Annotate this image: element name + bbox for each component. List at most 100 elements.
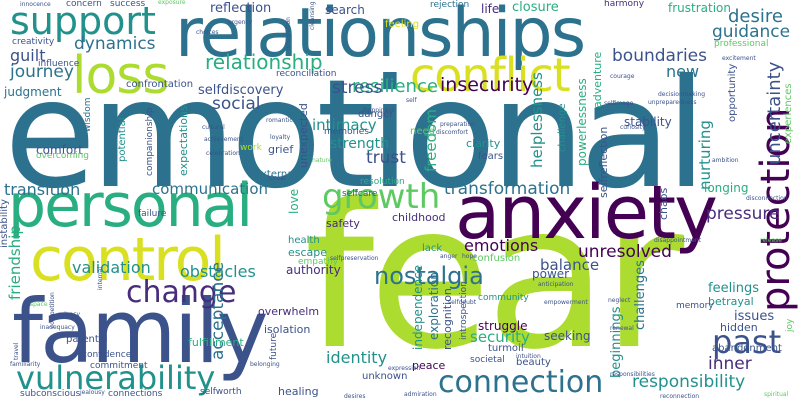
word: companionship bbox=[145, 107, 155, 176]
word: vulnerability bbox=[16, 359, 216, 397]
word: childhood bbox=[392, 211, 446, 224]
word: issues bbox=[734, 309, 775, 324]
word: social bbox=[212, 94, 261, 114]
word: friendship bbox=[6, 225, 24, 300]
word: identity bbox=[326, 348, 388, 367]
word: anxiety bbox=[455, 170, 718, 256]
word: parental bbox=[66, 334, 108, 345]
word: lack bbox=[422, 243, 443, 254]
word: instability bbox=[0, 199, 10, 248]
word: threat bbox=[268, 175, 287, 182]
word: cultural bbox=[202, 124, 225, 131]
word: nurturing bbox=[696, 120, 714, 190]
word: cleansing bbox=[309, 1, 316, 30]
word: intuition bbox=[516, 353, 541, 360]
word: authority bbox=[286, 263, 341, 277]
word: jealousy bbox=[80, 389, 105, 396]
word: travel bbox=[13, 342, 20, 360]
word: wisdom bbox=[83, 97, 93, 132]
word: competition bbox=[49, 292, 56, 328]
word: uncertainty bbox=[764, 61, 785, 165]
word: urgency bbox=[228, 19, 253, 26]
word: search bbox=[325, 3, 365, 17]
word: reconciliation bbox=[276, 69, 337, 79]
word: creativity bbox=[12, 37, 55, 47]
word: unexpected bbox=[297, 103, 310, 168]
word: inadequacy bbox=[40, 324, 75, 331]
word: desire bbox=[728, 6, 783, 27]
word: journey bbox=[10, 62, 74, 82]
word: community bbox=[478, 293, 529, 303]
word: pressure bbox=[706, 204, 780, 224]
word: peace bbox=[412, 359, 446, 372]
word: achievement bbox=[204, 136, 244, 143]
word: release bbox=[760, 237, 782, 244]
word: beginnings bbox=[609, 306, 624, 378]
word: connection bbox=[438, 365, 604, 400]
word: integration bbox=[285, 17, 292, 50]
word: adventure bbox=[591, 51, 604, 108]
word: insecurity bbox=[440, 74, 534, 96]
word: reconnection bbox=[660, 393, 700, 400]
word: past bbox=[712, 323, 782, 361]
word: expectations bbox=[177, 105, 190, 176]
word: selfreflection bbox=[597, 126, 610, 198]
word: overcoming bbox=[36, 151, 90, 161]
word: introspection bbox=[459, 281, 469, 340]
word: failure bbox=[138, 209, 167, 219]
word: empowerment bbox=[544, 299, 588, 306]
word: ambition bbox=[712, 157, 739, 164]
word: grief bbox=[268, 143, 294, 156]
word: choices bbox=[196, 29, 219, 36]
word: comfort bbox=[36, 143, 83, 157]
word: growth bbox=[322, 177, 441, 217]
word: life bbox=[481, 2, 500, 16]
word: trust bbox=[366, 148, 406, 168]
word: guilt bbox=[10, 46, 46, 65]
word: romantic bbox=[266, 117, 293, 124]
word: danger bbox=[358, 109, 394, 120]
word: healing bbox=[278, 385, 319, 398]
word: disconnection bbox=[746, 195, 788, 202]
word: exposure bbox=[158, 0, 186, 6]
word: hidden bbox=[720, 321, 758, 334]
word: freedom bbox=[422, 109, 440, 172]
word: excitement bbox=[722, 55, 756, 62]
word: selfpreservation bbox=[330, 255, 379, 262]
word: nostalgia bbox=[374, 262, 484, 290]
word: concern bbox=[66, 0, 102, 9]
word: renewal bbox=[610, 325, 634, 332]
word: turmoil bbox=[488, 343, 524, 354]
word: frustration bbox=[668, 1, 731, 15]
word: change bbox=[126, 275, 237, 310]
word: health bbox=[288, 235, 320, 246]
word: happiness bbox=[364, 107, 395, 114]
word: inner bbox=[708, 354, 752, 374]
word: loyalty bbox=[270, 134, 291, 141]
word: guidance bbox=[712, 22, 791, 42]
word: relationship bbox=[205, 50, 323, 74]
word: joy bbox=[785, 318, 795, 332]
word: conflict bbox=[410, 48, 571, 102]
word: betrayal bbox=[708, 295, 754, 308]
word: subconscious bbox=[20, 389, 81, 399]
word: belonging bbox=[250, 361, 280, 368]
word: unresolved bbox=[578, 242, 672, 262]
word: preparation bbox=[440, 121, 475, 128]
word: abandonment bbox=[712, 343, 782, 354]
word: overwhelm bbox=[258, 305, 320, 318]
word: strength bbox=[330, 136, 389, 152]
word: recognition bbox=[441, 288, 454, 350]
word: chaos bbox=[657, 187, 670, 220]
word: celebration bbox=[206, 150, 240, 157]
word: fear bbox=[304, 161, 684, 394]
word: transformation bbox=[444, 179, 571, 199]
word: desires bbox=[344, 393, 366, 400]
word: power bbox=[532, 267, 570, 281]
word: exploration bbox=[427, 272, 441, 340]
word: need bbox=[410, 126, 435, 137]
word: judgment bbox=[4, 85, 62, 99]
word: anger bbox=[440, 253, 458, 260]
word: decisionmaking bbox=[658, 91, 706, 98]
word: love bbox=[287, 188, 301, 214]
